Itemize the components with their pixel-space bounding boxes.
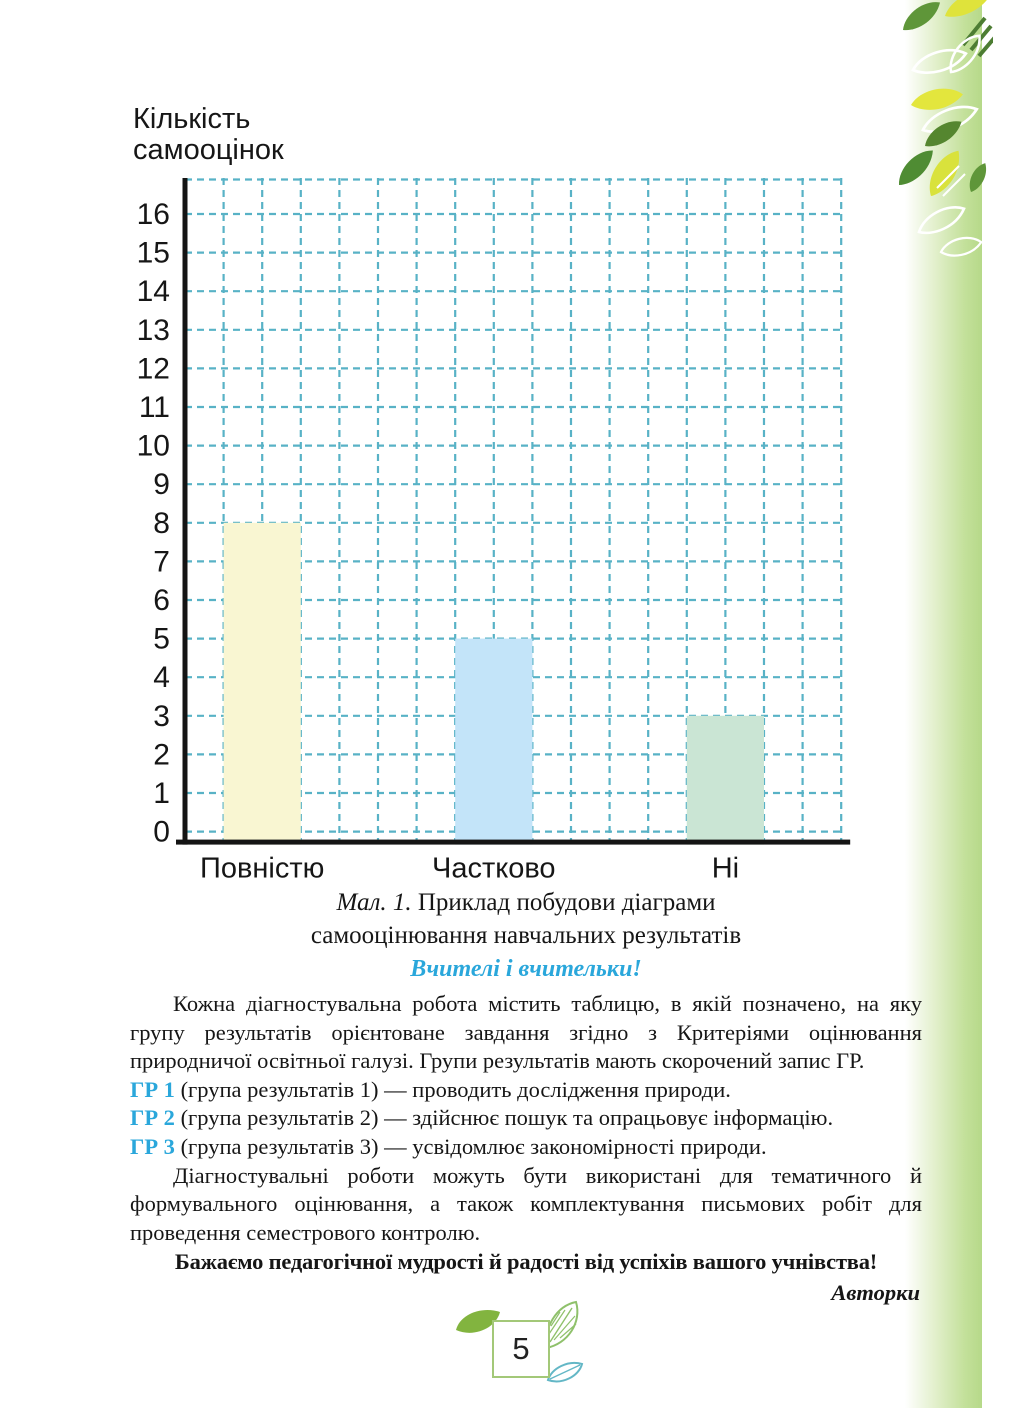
footer-leaf-hatched-icon [544,1300,579,1350]
footer-leaf-solid-icon [456,1310,500,1333]
bar-chart: 0 1 2 3 4 5 6 7 8 9 10 11 12 13 14 15 16 Повністю Частково… [128,178,853,894]
svg-text:3: 3 [153,700,170,733]
gr-1-label: ГР 1 [130,1076,175,1102]
svg-text:10: 10 [137,430,170,463]
gr-2-label: ГР 2 [130,1105,175,1131]
svg-text:15: 15 [137,237,170,270]
authors-signature: Авторки [831,1279,920,1305]
svg-text:14: 14 [137,275,170,308]
decorative-side-band [905,0,982,1408]
figure-caption-line2: самооцінювання навчальних результатів [310,922,742,949]
figure-caption-label: Мал. 1. [336,889,412,916]
decorative-leaves-top [893,0,993,260]
svg-text:Частково: Частково [432,853,556,885]
footer-leaves [456,1300,584,1383]
text-column: Мал. 1. Приклад побудови діаграми самооц… [130,886,922,1308]
gr-item-1: ГР 1 (група результатів 1) — проводить д… [130,1076,922,1105]
svg-text:16: 16 [137,198,170,231]
figure-caption-line1: Приклад побудови діаграми [411,889,716,916]
page-number-box: 5 [492,1320,550,1378]
svg-text:13: 13 [137,314,170,347]
svg-text:Ні: Ні [712,853,739,885]
gr-item-2: ГР 2 (група результатів 2) — здійснює по… [130,1104,922,1133]
svg-text:Повністю: Повністю [200,853,324,885]
y-axis-title-line2: самооцінок [133,134,284,166]
gr-2-text: (група результатів 2) — здійснює пошук т… [174,1105,834,1131]
svg-text:8: 8 [153,507,170,540]
paragraph-1: Кожна діагностувальна робота містить таб… [130,991,922,1074]
svg-text:9: 9 [153,468,170,501]
svg-text:5: 5 [153,623,170,656]
svg-text:2: 2 [153,738,170,771]
paragraph-2: Діагностувальні роботи можуть бути викор… [130,1162,922,1245]
gr-item-3: ГР 3 (група результатів 3) — усвідомлює … [130,1133,922,1162]
svg-text:6: 6 [153,584,170,617]
page-number: 5 [512,1331,530,1366]
svg-text:11: 11 [139,391,170,424]
svg-text:1: 1 [153,777,170,810]
svg-text:7: 7 [153,545,170,578]
figure-caption: Мал. 1. Приклад побудови діаграми самооц… [130,886,922,952]
svg-text:4: 4 [153,661,170,694]
svg-text:12: 12 [137,352,170,385]
teachers-heading: Вчителі і вчительки! [410,956,642,982]
footer-leaf-teal-icon [546,1362,584,1383]
wish-line: Бажаємо педагогічної мудрості й радості … [174,1249,878,1275]
svg-text:0: 0 [153,816,170,849]
gr-3-label: ГР 3 [130,1133,175,1159]
gr-3-text: (група результатів 3) — усвідомлює закон… [174,1133,767,1159]
y-axis-title-line1: Кількість [133,103,251,135]
chart-y-axis-title: Кількість самооцінок [133,104,284,166]
page-footer: 5 [448,1298,598,1393]
gr-1-text: (група результатів 1) — проводить дослід… [174,1076,731,1102]
